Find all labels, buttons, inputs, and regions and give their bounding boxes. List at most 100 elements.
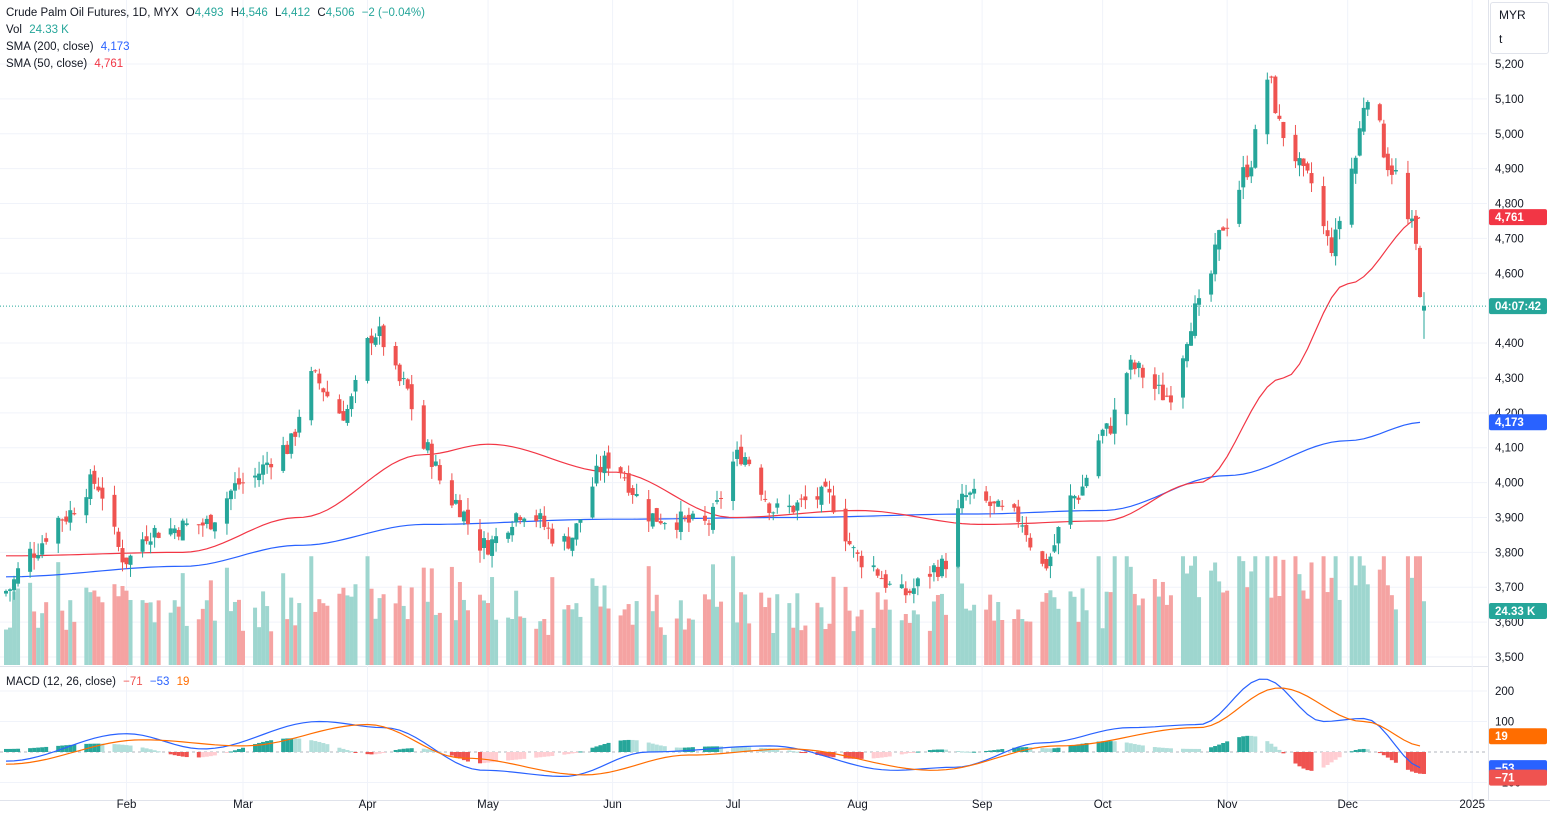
candle-body: [116, 531, 121, 547]
volume-bar: [518, 616, 523, 665]
price-tick-label: 3,800: [1495, 547, 1524, 559]
volume-bar: [1269, 597, 1274, 665]
macd-histogram-bar: [1389, 752, 1394, 761]
candle-body: [1389, 165, 1394, 175]
volume-bar: [180, 573, 185, 665]
macd-histogram-bar: [1136, 744, 1141, 752]
candle-body: [289, 433, 294, 454]
volume-bar: [12, 591, 17, 665]
candle-body: [690, 513, 695, 519]
volume-bar: [907, 622, 912, 665]
candle-body: [1040, 551, 1045, 564]
macd-histogram-bar: [1393, 752, 1398, 763]
macd-histogram-bar: [550, 752, 555, 756]
macd-histogram-bar: [690, 747, 695, 752]
macd-histogram-bar: [1293, 752, 1298, 764]
macd-histogram-bar: [819, 752, 824, 756]
candle-body: [1381, 123, 1386, 158]
candle-body: [819, 486, 824, 505]
candle-body: [678, 511, 683, 532]
macd-histogram-bar: [345, 750, 350, 752]
macd-histogram-bar: [1329, 752, 1334, 763]
candle-body: [1293, 134, 1298, 162]
volume-bar: [120, 586, 125, 665]
volume-bar: [365, 556, 370, 665]
candle-body: [68, 510, 73, 523]
volume-bar: [931, 601, 936, 665]
volume-bar: [1333, 556, 1338, 665]
volume-bar: [8, 627, 13, 665]
legend-low: 4,412: [281, 7, 311, 19]
volume-bar: [261, 591, 266, 665]
time-tick-label: Jul: [726, 799, 741, 811]
macd-histogram-bar: [1221, 743, 1226, 752]
volume-bar: [289, 597, 294, 665]
volume-bar: [1213, 562, 1218, 665]
macd-histogram-bar: [534, 752, 539, 758]
volume-bar: [606, 608, 611, 665]
candle-body: [369, 335, 374, 344]
candle-body: [212, 522, 217, 532]
candle-body: [956, 508, 961, 567]
volume-bar: [787, 603, 792, 665]
legend-close-label: C: [317, 7, 326, 19]
price-tick-label: 4,100: [1495, 443, 1524, 455]
candle-body: [1028, 537, 1033, 548]
macd-histogram-bar: [622, 740, 627, 752]
macd-histogram-bar: [257, 742, 262, 752]
price-tick-label: 4,700: [1495, 233, 1524, 245]
volume-bar: [759, 592, 764, 665]
volume-bar: [743, 594, 748, 665]
volume-bar: [1241, 561, 1246, 665]
candle-body: [626, 473, 631, 493]
candle-body: [365, 338, 370, 381]
macd-histogram-bar: [64, 745, 69, 752]
candle-body: [236, 478, 241, 485]
volume-bar: [799, 630, 804, 665]
volume-bar: [831, 576, 836, 665]
macd-histogram-bar: [903, 752, 908, 754]
legend-macd-label: MACD (12, 26, close): [6, 676, 116, 688]
candle-body: [1405, 172, 1410, 220]
macd-histogram-bar: [1241, 736, 1246, 752]
candle-body: [337, 399, 342, 414]
volume-bar: [943, 614, 948, 665]
volume-bar: [313, 611, 318, 665]
macd-histogram-bar: [546, 752, 551, 757]
candle-body: [992, 501, 997, 504]
macd-histogram-bar: [1193, 748, 1198, 752]
macd-histogram-bar: [1052, 748, 1057, 752]
volume-bar: [152, 622, 157, 665]
volume-bar: [1160, 581, 1165, 665]
volume-bar: [1164, 604, 1169, 665]
volume-bar: [706, 599, 711, 665]
macd-histogram-bar: [646, 742, 651, 752]
candle-body: [907, 590, 912, 594]
volume-bar: [598, 606, 603, 665]
volume-bar: [60, 610, 65, 665]
macd-histogram-bar: [859, 752, 864, 759]
macd-histogram-bar: [409, 748, 414, 752]
volume-bar: [972, 604, 977, 665]
volume-bar: [257, 627, 262, 665]
volume-bar: [1209, 570, 1214, 665]
macd-histogram-bar: [1104, 741, 1109, 752]
macd-histogram-bar: [771, 748, 776, 752]
macd-histogram-bar: [1112, 741, 1117, 752]
macd-histogram-bar: [72, 744, 77, 752]
last-price-countdown-tag-bg: [1489, 298, 1547, 315]
candle-body: [1377, 104, 1382, 121]
volume-bar: [285, 619, 290, 665]
currency-unit-selector[interactable]: MYR t: [1490, 2, 1549, 54]
volume-bar: [1253, 556, 1258, 665]
volume-bar: [570, 609, 575, 665]
volume-bar: [1080, 588, 1085, 665]
volume-bar: [562, 609, 567, 665]
legend-high: 4,546: [239, 7, 268, 19]
candle-body: [409, 384, 414, 410]
volume-bar: [1329, 577, 1334, 665]
macd-histogram-bar: [791, 751, 796, 753]
volume-bar: [96, 596, 101, 665]
volume-bar: [847, 610, 852, 665]
